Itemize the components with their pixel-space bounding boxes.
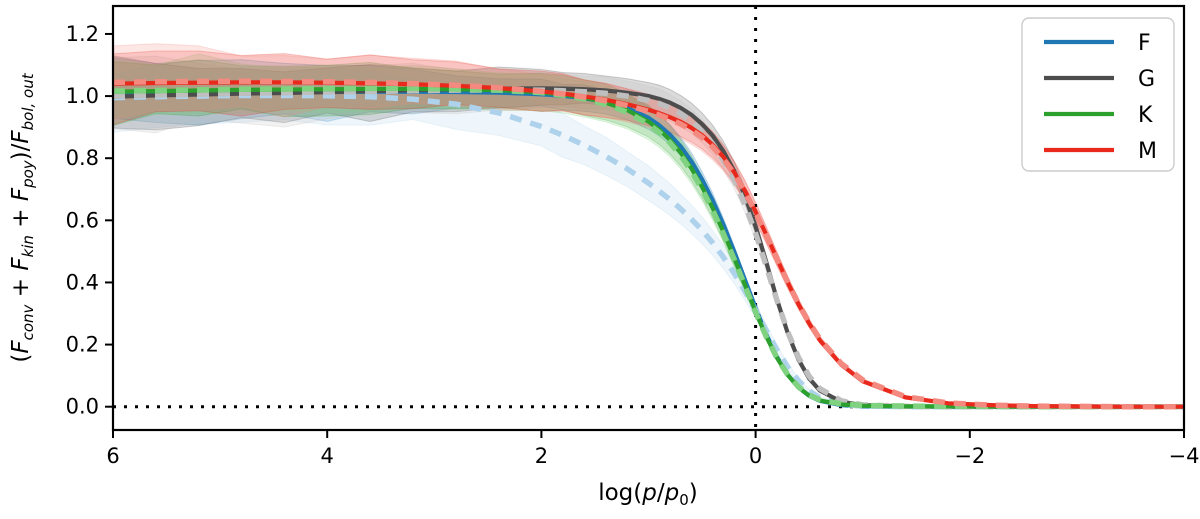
legend-label-M[interactable]: M (1138, 139, 1157, 164)
y-tick-label: 1.0 (66, 84, 99, 108)
y-axis-ticks: 0.0 0.2 0.4 0.6 0.8 1.0 1.2 (66, 22, 113, 419)
y-tick-label: 0.0 (66, 395, 99, 419)
axes-frame (111, 4, 1186, 432)
legend-label-K[interactable]: K (1138, 103, 1153, 128)
y-tick-label: 0.2 (66, 333, 99, 357)
legend-label-G[interactable]: G (1138, 67, 1155, 92)
x-tick-label: 6 (106, 444, 119, 468)
data-series-lines (113, 78, 1184, 410)
x-tick-label: −4 (1169, 444, 1200, 468)
x-tick-label: 0 (749, 444, 762, 468)
y-tick-label: 0.4 (66, 270, 99, 294)
x-axis-title: log(p/p0) (598, 480, 698, 509)
y-axis-title-text: (Fconv + Fkin + Fpoy)/Fbol, out (8, 72, 37, 362)
plot-border (111, 4, 1186, 432)
series-line-K_alt (113, 85, 1184, 410)
y-tick-label: 1.2 (66, 22, 99, 46)
x-tick-label: 4 (321, 444, 334, 468)
y-tick-label: 0.8 (66, 146, 99, 170)
x-axis-title-text: log(p/p0) (598, 480, 698, 509)
x-tick-label: −2 (954, 444, 985, 468)
legend-label-F[interactable]: F (1138, 31, 1151, 56)
y-tick-label: 0.6 (66, 208, 99, 232)
legend-box (1021, 17, 1175, 172)
y-axis-title: (Fconv + Fkin + Fpoy)/Fbol, out (8, 72, 37, 362)
series-line-M_alt (113, 78, 1184, 410)
x-tick-label: 2 (535, 444, 548, 468)
x-axis-ticks: 6 4 2 0 −2 −4 (106, 430, 1199, 468)
